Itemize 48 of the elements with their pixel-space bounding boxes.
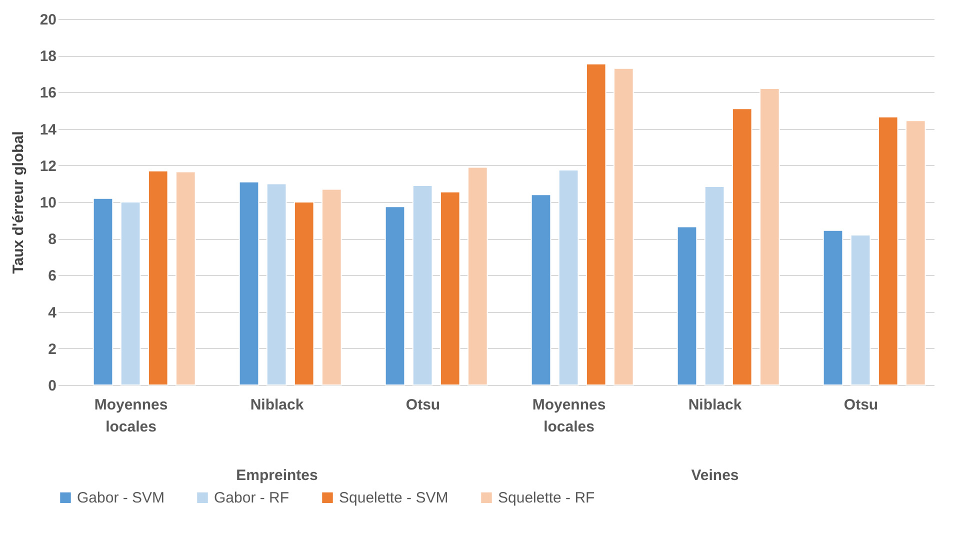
y-axis-title: Taux d'érreur global (10, 131, 27, 274)
text: Veines (691, 467, 739, 484)
bar (412, 185, 433, 386)
y-tick-label: 18 (40, 48, 56, 66)
y-tick-label: 14 (40, 121, 58, 138)
bar (92, 198, 114, 386)
y-tick-label: 16 (40, 84, 56, 102)
legend-label: Gabor - SVM (77, 490, 165, 507)
bar (321, 188, 342, 386)
bar (878, 116, 898, 386)
text: Empreintes (236, 467, 318, 484)
bar (558, 169, 579, 386)
bar (175, 171, 196, 386)
x-tick-label: Moyennes locales (532, 396, 606, 436)
bar (850, 234, 871, 386)
y-tick-label: 4 (48, 304, 58, 322)
bar (759, 88, 780, 386)
x-tick-label: Niblack (250, 396, 304, 414)
bar (704, 186, 725, 386)
bar (732, 108, 752, 386)
bar (530, 194, 552, 386)
bar (266, 183, 287, 386)
legend-label: Squelette - RF (498, 490, 595, 507)
y-tick-label: 12 (40, 158, 56, 175)
bar (294, 202, 314, 386)
y-tick-label: 0 (48, 378, 56, 394)
x-tick-label: Otsu (406, 396, 440, 414)
x-tick-label: Niblack (688, 396, 742, 414)
bar (586, 63, 606, 386)
bar (613, 68, 634, 386)
bar (148, 170, 168, 386)
x-tick-label: Moyennes locales (94, 396, 168, 436)
bar (905, 120, 926, 386)
y-tick-label: 20 (40, 12, 56, 28)
bar (676, 226, 698, 386)
x-tick-label: Otsu (844, 396, 878, 414)
y-tick-label: 10 (40, 194, 56, 212)
bar (238, 181, 260, 386)
legend-label: Gabor - RF (214, 490, 290, 507)
bar (440, 191, 460, 386)
bar (120, 202, 141, 386)
y-tick-label: 8 (48, 231, 56, 248)
bar (822, 230, 844, 386)
y-tick-label: 2 (48, 340, 56, 358)
y-tick-label: 6 (48, 268, 56, 285)
bar (467, 166, 488, 386)
bar (384, 206, 406, 386)
legend-label: Squelette - SVM (339, 490, 448, 507)
